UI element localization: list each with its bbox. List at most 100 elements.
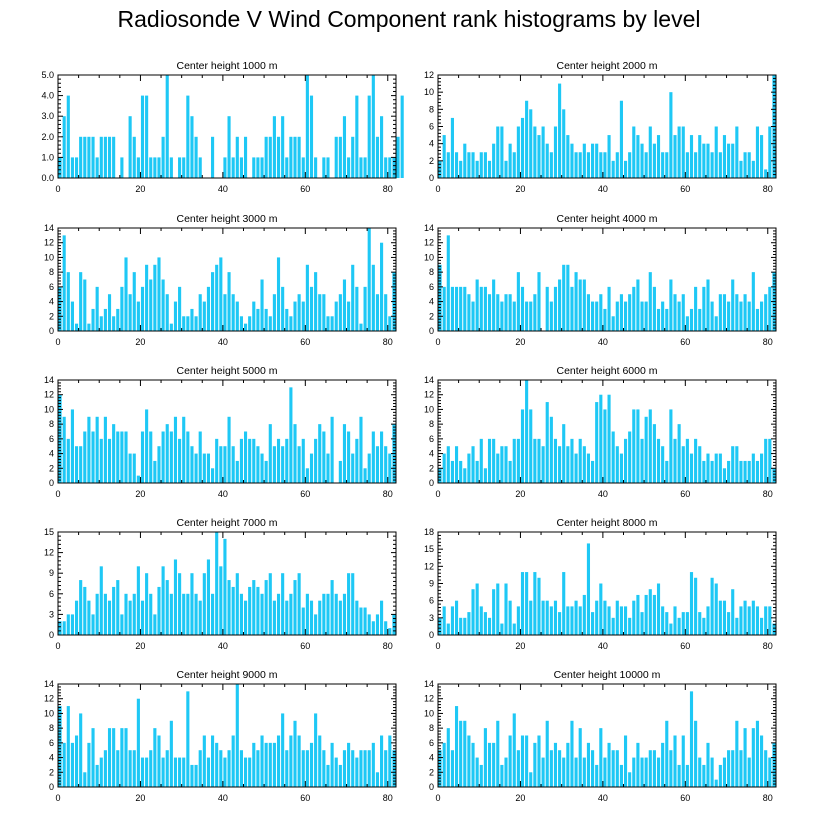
y-tick-label: 12	[424, 238, 434, 248]
bar	[79, 446, 83, 483]
bar	[537, 438, 541, 483]
bar	[186, 431, 190, 483]
bar	[694, 286, 698, 331]
bar	[689, 691, 694, 787]
bar	[276, 136, 281, 178]
bar	[644, 152, 648, 178]
bar	[735, 446, 739, 483]
bar	[566, 606, 570, 635]
bar	[248, 757, 252, 787]
y-tick-label: 12	[44, 548, 54, 558]
bar	[500, 446, 504, 483]
x-tick-label: 60	[680, 793, 690, 803]
bar	[454, 286, 459, 331]
bar	[512, 152, 516, 178]
bar	[487, 617, 492, 635]
bar	[169, 323, 173, 331]
bar	[169, 431, 173, 483]
bar	[211, 593, 215, 635]
bar	[116, 308, 120, 331]
bar	[570, 143, 574, 178]
x-tick-label: 60	[680, 489, 690, 499]
bar	[545, 720, 549, 787]
bar	[367, 453, 371, 483]
bar	[380, 431, 384, 483]
bar	[256, 157, 260, 178]
x-tick-label: 0	[435, 337, 440, 347]
bar	[198, 600, 202, 635]
bar	[338, 136, 342, 178]
bar	[285, 600, 289, 635]
bar	[293, 136, 297, 178]
y-tick-label: 14	[44, 375, 54, 385]
bar	[314, 438, 318, 483]
bar	[314, 614, 318, 635]
bar	[400, 95, 404, 178]
bar	[276, 735, 281, 787]
y-tick-label: 15	[424, 544, 434, 554]
y-tick-label: 8	[49, 267, 54, 277]
bar	[363, 286, 367, 331]
bar	[83, 136, 87, 178]
bar	[661, 152, 665, 178]
y-tick-label: 14	[44, 679, 54, 689]
bar	[698, 308, 702, 331]
bar	[685, 764, 689, 787]
bar	[223, 538, 227, 635]
bar	[558, 612, 562, 635]
y-tick-label: 0	[49, 782, 54, 792]
bar	[558, 750, 562, 787]
bar	[446, 728, 450, 787]
bar	[702, 764, 706, 787]
bar	[479, 606, 483, 635]
y-tick-label: 12	[44, 694, 54, 704]
bar	[541, 757, 545, 787]
bar	[450, 286, 454, 331]
bar	[297, 294, 301, 331]
y-tick-label: 1.0	[41, 152, 54, 162]
panel-title: Center height 1000 m	[177, 60, 278, 72]
bar	[706, 606, 710, 635]
y-tick-label: 12	[44, 238, 54, 248]
bar	[718, 600, 722, 635]
bar	[442, 742, 446, 787]
bar	[755, 720, 760, 787]
bar	[611, 617, 615, 635]
bar	[116, 431, 120, 483]
bar	[570, 286, 574, 331]
bar	[492, 742, 496, 787]
bar	[459, 160, 463, 178]
bar	[454, 600, 459, 635]
bar	[375, 136, 380, 178]
bar	[512, 301, 516, 331]
bar	[545, 143, 549, 178]
bar	[706, 742, 710, 787]
bar	[640, 757, 644, 787]
bar	[338, 460, 342, 483]
bar	[636, 279, 640, 331]
bar	[231, 157, 235, 178]
x-tick-label: 40	[598, 641, 608, 651]
y-tick-label: 6	[429, 596, 434, 606]
y-tick-label: 0	[49, 478, 54, 488]
bar	[301, 750, 305, 787]
bar	[628, 772, 632, 787]
y-tick-label: 6	[429, 738, 434, 748]
y-tick-label: 0.0	[41, 173, 54, 183]
y-tick-label: 4	[49, 753, 54, 763]
bar	[330, 580, 334, 635]
bar	[487, 294, 492, 331]
bar	[438, 750, 442, 787]
bar	[673, 438, 677, 483]
bar	[392, 750, 396, 787]
bar	[508, 143, 512, 178]
bar	[529, 301, 533, 331]
bar	[293, 580, 297, 635]
bar	[496, 453, 500, 483]
bar	[628, 617, 632, 635]
bar	[768, 606, 772, 635]
panel-title: Center height 9000 m	[177, 669, 278, 681]
bar	[665, 308, 669, 331]
bar	[722, 757, 727, 787]
x-tick-label: 40	[218, 337, 228, 347]
